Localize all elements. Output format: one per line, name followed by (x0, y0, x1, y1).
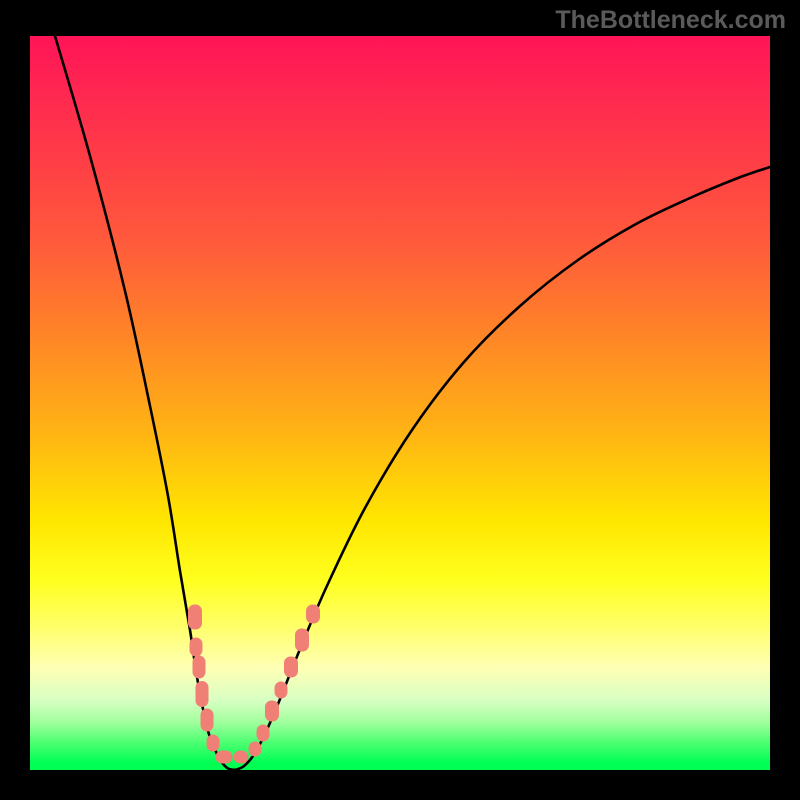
data-marker (190, 638, 202, 656)
data-marker (307, 605, 320, 623)
data-marker (285, 657, 298, 677)
data-marker (234, 751, 248, 763)
curve-layer (30, 36, 770, 770)
data-marker (189, 605, 202, 629)
data-marker (249, 742, 261, 756)
watermark-text: TheBottleneck.com (555, 6, 786, 35)
plot-area (30, 36, 770, 770)
data-marker (216, 751, 232, 763)
data-marker (257, 725, 269, 741)
data-marker (207, 735, 219, 751)
data-marker (193, 656, 205, 678)
data-marker (275, 682, 287, 698)
bottleneck-curve (55, 36, 770, 770)
data-marker (296, 629, 309, 651)
data-marker (196, 682, 208, 707)
data-marker (201, 709, 213, 731)
data-marker (266, 701, 279, 721)
stage: TheBottleneck.com (0, 0, 800, 800)
data-markers (189, 605, 320, 763)
